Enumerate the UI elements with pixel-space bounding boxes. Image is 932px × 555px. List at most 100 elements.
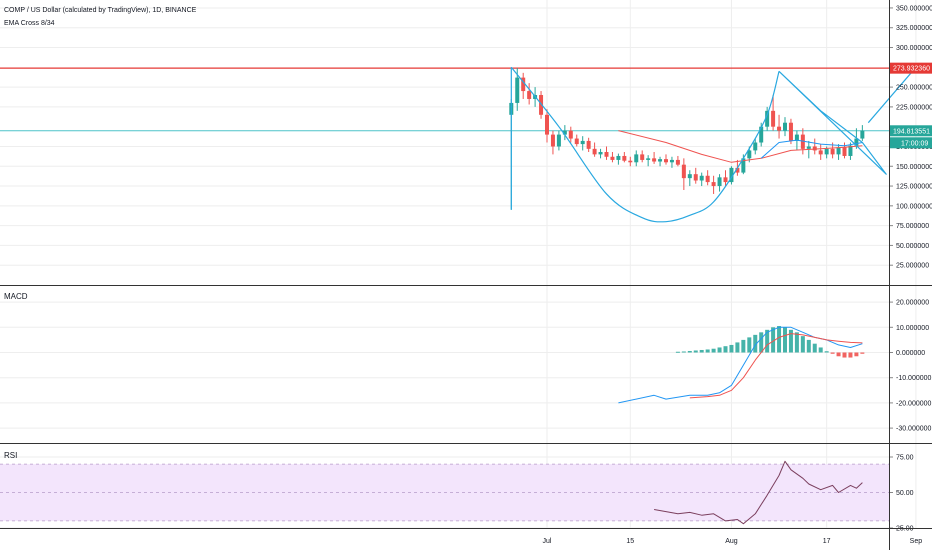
macd-histogram-bar	[759, 332, 764, 353]
candle-body	[574, 138, 579, 145]
candle-body	[735, 167, 740, 173]
macd-histogram-bar	[753, 334, 758, 353]
grid-layer	[0, 0, 917, 529]
macd-histogram-bar	[788, 329, 793, 353]
cup-pattern-drawing	[510, 66, 780, 223]
candle-body	[759, 126, 764, 143]
macd-histogram-bar	[777, 326, 782, 353]
macd-histogram-bar	[687, 350, 692, 353]
countdown-tag-text: 17:00:09	[901, 140, 928, 147]
candle-body	[646, 158, 651, 160]
candle-body	[550, 134, 555, 147]
candle-body	[521, 77, 526, 92]
candle-body	[675, 159, 680, 165]
macd-axis-tick-label: -20.000000	[896, 400, 932, 407]
candle-body	[771, 110, 776, 127]
candle-body	[634, 154, 639, 163]
price-axis-tick-label: 25.000000	[896, 263, 929, 270]
candle-body	[836, 147, 841, 155]
macd-histogram-bar	[771, 327, 776, 353]
resistance-price-tag-bg	[890, 62, 932, 74]
candle-body	[515, 77, 520, 103]
macd-histogram-bar	[747, 337, 752, 353]
candle-body	[717, 177, 722, 187]
ema-fast-line	[760, 139, 863, 159]
candle-body	[693, 174, 698, 181]
candle-body	[556, 134, 561, 147]
candle-body	[592, 148, 597, 155]
candle-body	[788, 122, 793, 141]
price-axis-tick-label: 325.000000	[896, 25, 932, 32]
candle-body	[664, 159, 668, 163]
macd-histogram-bar	[830, 352, 835, 354]
projection-line-drawing	[867, 66, 917, 124]
drawings-layer	[510, 64, 919, 223]
rsi-axis-tick-label: 75.00	[896, 455, 914, 462]
macd-histogram-bar	[693, 350, 698, 353]
candle-body	[610, 156, 615, 160]
macd-histogram-bar	[681, 351, 686, 353]
macd-histogram-bar	[860, 352, 865, 354]
macd-histogram-bar	[824, 351, 829, 353]
last-price-tag-bg	[890, 125, 932, 137]
price-tags-layer: 273.932360 194.813551 17:00:09	[890, 62, 932, 149]
candle-body	[628, 160, 633, 163]
price-axis-tick-label: 225.000000	[896, 104, 932, 111]
candle-body	[622, 155, 627, 161]
candle-body	[860, 130, 865, 139]
candle-body	[824, 148, 829, 155]
candle-body	[848, 145, 853, 156]
rsi-line	[654, 460, 863, 525]
macd-histogram-bar	[836, 352, 841, 357]
candle-body	[711, 182, 716, 187]
price-axis-tick-label: 100.000000	[896, 203, 932, 210]
macd-histogram-bar	[699, 349, 704, 353]
macd-axis-tick-label: 0.000000	[896, 350, 925, 357]
chart-title: COMP / US Dollar (calculated by TradingV…	[4, 7, 197, 14]
macd-histogram-bar	[794, 332, 799, 353]
indicator-label: EMA Cross 8/34	[4, 20, 55, 27]
time-axis-label: 17	[823, 538, 831, 545]
macd-histogram-bar	[675, 351, 680, 353]
time-axis-label: Aug	[725, 538, 738, 545]
price-axis-tick-label: 250.000000	[896, 85, 932, 92]
time-axis-label: Sep	[910, 538, 923, 545]
macd-axis-tick-label: -10.000000	[896, 375, 932, 382]
macd-signal-line	[689, 333, 863, 399]
triangle-drawing	[778, 70, 887, 175]
candle-body	[753, 142, 758, 151]
candle-body	[545, 114, 549, 135]
candle-body	[669, 159, 674, 163]
candle-body	[777, 126, 782, 131]
candle-body	[562, 130, 567, 135]
macd-histogram-bar	[854, 352, 859, 357]
candle-body	[783, 122, 787, 131]
candle-body	[616, 155, 621, 160]
candle-body	[842, 147, 847, 156]
countdown-tag-bg	[890, 137, 932, 149]
macd-histogram-bar	[848, 352, 853, 358]
macd-histogram-bar	[705, 349, 710, 353]
candle-body	[741, 158, 746, 173]
titles-layer: COMP / US Dollar (calculated by TradingV…	[4, 7, 197, 460]
price-axis-tick-label: 50.000000	[896, 243, 929, 250]
candle-body	[539, 95, 544, 115]
candle-body	[818, 150, 823, 155]
rsi-axis-tick-label: 50.00	[896, 490, 914, 497]
macd-histogram-bar	[711, 348, 716, 353]
macd-histogram-bar	[800, 336, 805, 353]
rsi-band-layer	[0, 463, 889, 522]
price-axis-tick-label: 350.000000	[896, 5, 932, 12]
candle-body	[568, 130, 573, 139]
candle-body	[765, 110, 770, 127]
price-axis-tick-label: 150.000000	[896, 164, 932, 171]
candle-body	[800, 134, 805, 149]
macd-histogram-bar	[723, 346, 728, 353]
candle-body	[658, 159, 663, 162]
macd-histogram-bar	[735, 342, 740, 353]
candle-body	[652, 158, 657, 162]
candle-body	[527, 91, 532, 99]
